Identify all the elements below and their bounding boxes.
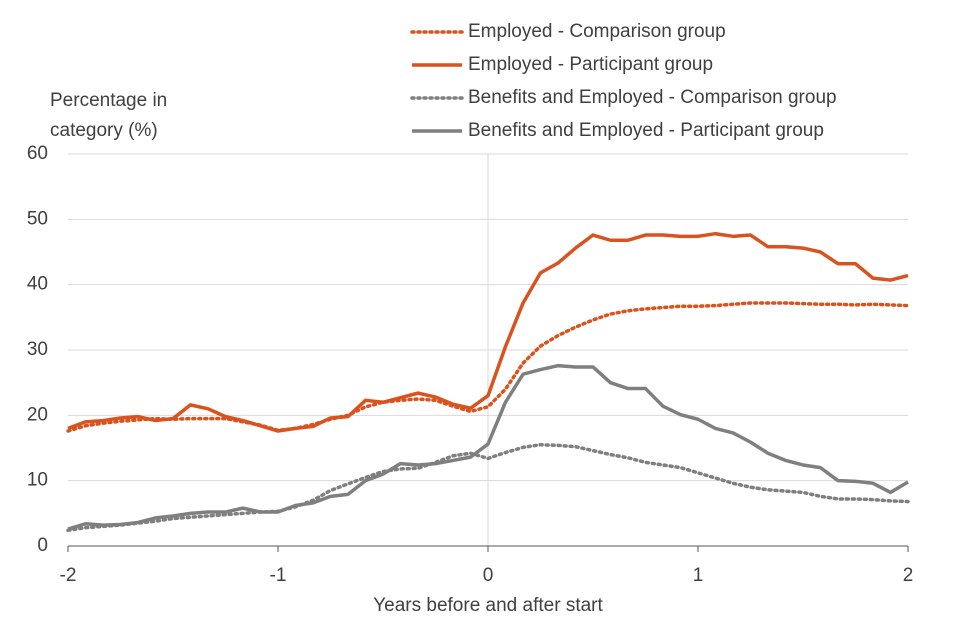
legend-label: Employed - Comparison group — [468, 21, 726, 42]
series-line — [67, 363, 909, 531]
x-axis-label: Years before and after start — [373, 595, 603, 616]
y-tick-label: 30 — [27, 339, 48, 360]
y-tick-label: 20 — [27, 404, 48, 425]
series-line — [67, 231, 909, 433]
x-tick-label: -2 — [60, 565, 77, 586]
legend-label: Employed - Participant group — [468, 54, 713, 75]
y-tick-label: 50 — [27, 208, 48, 229]
x-tick-label: 2 — [903, 565, 914, 586]
legend-label: Benefits and Employed - Comparison group — [468, 87, 837, 108]
y-axis-label: Percentage in category (%) — [50, 90, 168, 141]
x-tick-label: 1 — [693, 565, 704, 586]
legend-label: Benefits and Employed - Participant grou… — [468, 120, 824, 141]
y-tick-label: 0 — [37, 535, 48, 556]
x-tick-label: -1 — [270, 565, 287, 586]
x-tick-label: 0 — [483, 565, 494, 586]
series-line — [66, 442, 910, 533]
series-line — [66, 301, 910, 433]
y-tick-label: 40 — [27, 274, 48, 295]
y-tick-label: 10 — [27, 470, 48, 491]
y-tick-label: 60 — [27, 143, 48, 164]
